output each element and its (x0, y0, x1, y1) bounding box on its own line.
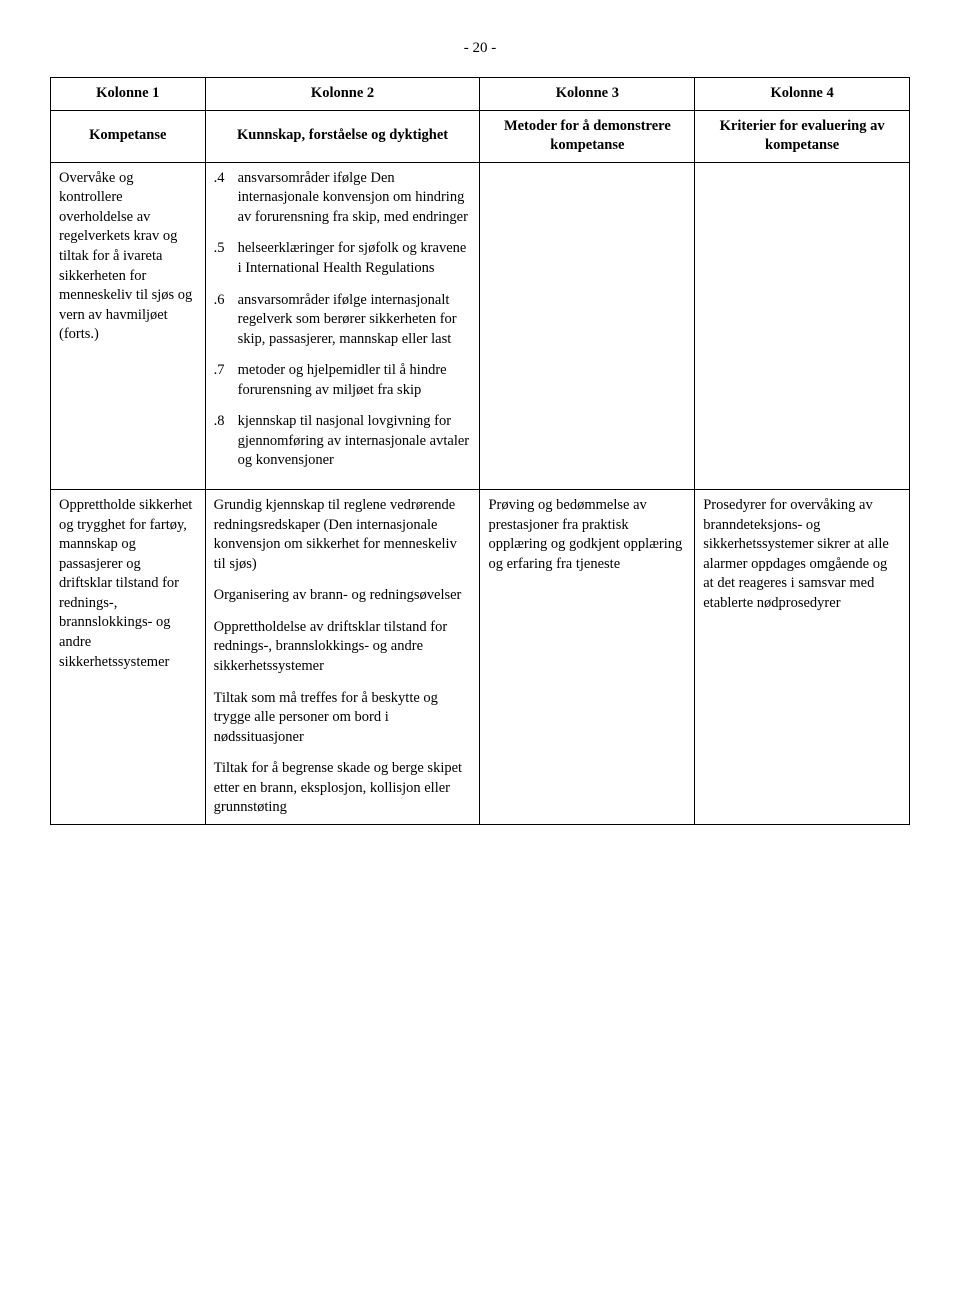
list-num: .6 (214, 291, 238, 350)
row1-competence-text: Overvåke og kontrollere overholdelse av … (59, 170, 192, 343)
list-text: metoder og hjelpemidler til å hindre for… (238, 361, 472, 400)
list-item: .8 kjennskap til nasjonal lovgivning for… (214, 412, 472, 471)
para: Tiltak for å begrense skade og berge ski… (214, 759, 472, 818)
list-num: .7 (214, 361, 238, 400)
header-row: Kolonne 1 Kolonne 2 Kolonne 3 Kolonne 4 (51, 78, 910, 111)
para: Tiltak som må treffes for å beskytte og … (214, 689, 472, 748)
row2-criteria: Prosedyrer for overvåking av branndeteks… (695, 490, 910, 825)
header-col2: Kolonne 2 (205, 78, 480, 111)
page-number: - 20 - (50, 40, 910, 57)
list-text: helseerklæringer for sjøfolk og kravene … (238, 239, 472, 278)
list-text: kjennskap til nasjonal lovgivning for gj… (238, 412, 472, 471)
row2-methods-text: Prøving og bedømmelse av prestasjoner fr… (488, 497, 682, 572)
row1-knowledge: .4 ansvarsområder ifølge Den internasjon… (205, 162, 480, 489)
subheader-row: Kompetanse Kunnskap, forståelse og dykti… (51, 110, 910, 162)
para: Opprettholdelse av driftsklar tilstand f… (214, 618, 472, 677)
header-col4: Kolonne 4 (695, 78, 910, 111)
para: Organisering av brann- og redningsøvelse… (214, 586, 472, 606)
competence-table: Kolonne 1 Kolonne 2 Kolonne 3 Kolonne 4 … (50, 77, 910, 825)
row2-criteria-text: Prosedyrer for overvåking av branndeteks… (703, 497, 889, 611)
table-row: Opprettholde sikkerhet og trygghet for f… (51, 490, 910, 825)
row2-competence: Opprettholde sikkerhet og trygghet for f… (51, 490, 206, 825)
list-item: .4 ansvarsområder ifølge Den internasjon… (214, 169, 472, 228)
row2-competence-text: Opprettholde sikkerhet og trygghet for f… (59, 497, 192, 670)
list-text: ansvarsområder ifølge internasjonalt reg… (238, 291, 472, 350)
row1-competence: Overvåke og kontrollere overholdelse av … (51, 162, 206, 489)
row2-methods: Prøving og bedømmelse av prestasjoner fr… (480, 490, 695, 825)
row2-knowledge: Grundig kjennskap til reglene vedrørende… (205, 490, 480, 825)
header-col3: Kolonne 3 (480, 78, 695, 111)
list-num: .5 (214, 239, 238, 278)
subheader-col4: Kriterier for evaluering av kompetanse (695, 110, 910, 162)
list-num: .4 (214, 169, 238, 228)
list-num: .8 (214, 412, 238, 471)
table-row: Overvåke og kontrollere overholdelse av … (51, 162, 910, 489)
subheader-col1: Kompetanse (51, 110, 206, 162)
list-text: ansvarsområder ifølge Den internasjonale… (238, 169, 472, 228)
list-item: .6 ansvarsområder ifølge internasjonalt … (214, 291, 472, 350)
list-item: .7 metoder og hjelpemidler til å hindre … (214, 361, 472, 400)
row1-criteria (695, 162, 910, 489)
header-col1: Kolonne 1 (51, 78, 206, 111)
subheader-col2: Kunnskap, forståelse og dyktighet (205, 110, 480, 162)
list-item: .5 helseerklæringer for sjøfolk og krave… (214, 239, 472, 278)
row1-methods (480, 162, 695, 489)
para: Grundig kjennskap til reglene vedrørende… (214, 496, 472, 574)
subheader-col3: Metoder for å demonstrere kompetanse (480, 110, 695, 162)
